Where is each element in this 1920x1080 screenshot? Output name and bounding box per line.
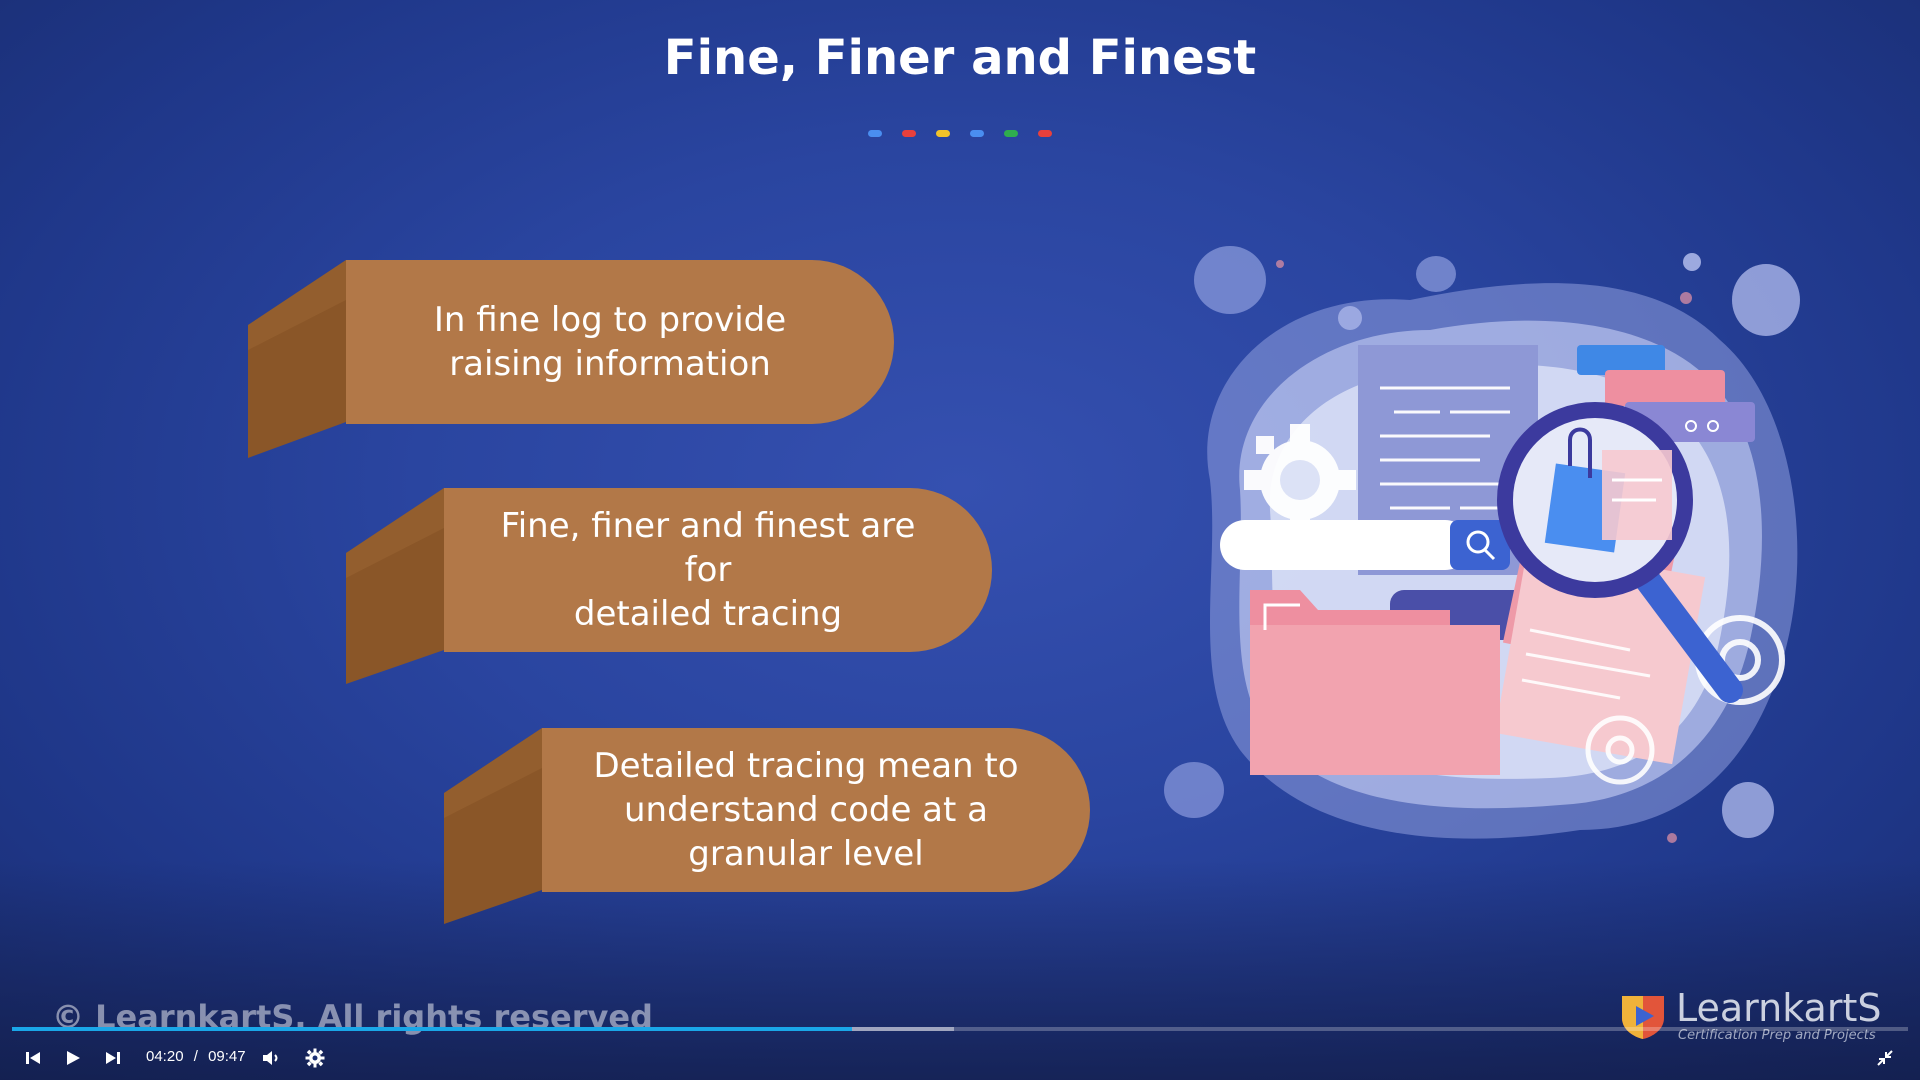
learnkarts-play-shield-icon	[1622, 996, 1664, 1039]
ribbon-fold	[248, 260, 346, 458]
seek-bar-played	[12, 1027, 852, 1031]
point-3-line-3: granular level	[688, 834, 924, 874]
time-display: 04:20 / 09:47	[146, 1048, 246, 1065]
time-separator: /	[193, 1048, 198, 1065]
ribbon-point-1: In fine log to provide raising informati…	[248, 260, 894, 460]
dot-2	[902, 129, 916, 137]
dot-4	[970, 129, 984, 137]
decorative-dots	[868, 128, 1052, 138]
duration: 09:47	[208, 1048, 246, 1065]
seek-bar[interactable]	[12, 1027, 1908, 1031]
bottom-shade	[0, 860, 1920, 1080]
play-icon	[67, 1051, 80, 1065]
play-button[interactable]	[58, 1040, 88, 1076]
ribbon-body: Fine, finer and finest are for detailed …	[444, 488, 992, 652]
point-2-line-1: Fine, finer and finest are for	[500, 506, 916, 590]
point-3-line-1: Detailed tracing mean to	[593, 746, 1019, 786]
volume-icon	[263, 1051, 278, 1065]
settings-button[interactable]	[300, 1040, 330, 1076]
gear-icon	[305, 1048, 325, 1068]
point-1-line-1: In fine log to provide	[433, 300, 787, 340]
skip-previous-icon	[26, 1052, 40, 1064]
current-time: 04:20	[146, 1048, 184, 1065]
dot-6	[1038, 129, 1052, 137]
brand-name: LearnkartS	[1676, 986, 1882, 1030]
dot-3	[936, 129, 950, 137]
point-2-line-2: detailed tracing	[573, 594, 843, 634]
document-search-illustration-icon	[1164, 246, 1800, 843]
next-button[interactable]	[98, 1040, 128, 1076]
exit-fullscreen-icon	[1877, 1050, 1893, 1066]
brand-tagline: Certification Prep and Projects	[1678, 1028, 1876, 1043]
exit-fullscreen-button[interactable]	[1870, 1040, 1900, 1076]
ribbon-body: Detailed tracing mean to understand code…	[542, 728, 1090, 892]
previous-button[interactable]	[18, 1040, 48, 1076]
point-3-line-2: understand code at a	[623, 790, 988, 830]
ribbon-point-3: Detailed tracing mean to understand code…	[444, 728, 1090, 928]
volume-button[interactable]	[256, 1040, 286, 1076]
dot-1	[868, 129, 882, 137]
slide-title: Fine, Finer and Finest	[663, 30, 1257, 86]
point-1-line-2: raising information	[449, 344, 771, 384]
player-controls	[0, 1040, 1920, 1080]
ribbon-point-2: Fine, finer and finest are for detailed …	[346, 488, 992, 688]
ribbon-fold	[444, 728, 542, 924]
skip-next-icon	[106, 1052, 120, 1064]
ribbon-body: In fine log to provide raising informati…	[346, 260, 894, 424]
dot-5	[1004, 129, 1018, 137]
ribbon-fold	[346, 488, 444, 684]
